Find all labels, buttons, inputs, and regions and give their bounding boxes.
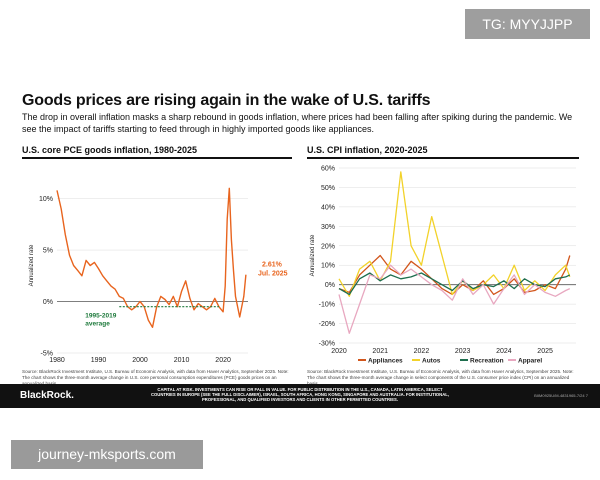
average-label-line2: average (85, 321, 110, 328)
right-y-tick-label: 40% (321, 204, 335, 211)
left-x-tick-label: 1990 (91, 357, 107, 364)
right-y-tick-label: 30% (321, 224, 335, 231)
recreation-line (338, 272, 571, 296)
right-y-tick-label: -10% (319, 302, 335, 309)
watermark-bottom: journey-mksports.com (11, 440, 203, 469)
left-series (56, 187, 247, 329)
apparel-line (338, 264, 571, 334)
left-x-tick-label: 1980 (49, 357, 65, 364)
right-series (338, 171, 571, 334)
left-y-tick-label: 5% (43, 248, 53, 255)
footer-disclaimer: CAPITAL AT RISK. INVESTMENTS CAN RISE OR… (151, 387, 449, 403)
left-title-rule (22, 157, 292, 159)
footer-code: BIIM0925U/M-4831965-7/24 7 (534, 393, 588, 398)
right-x-tick-label: 2021 (372, 348, 388, 355)
legend-label-autos: Autos (422, 358, 441, 365)
legend-label-recreation: Recreation (470, 358, 504, 365)
right-chart-title: U.S. CPI inflation, 2020-2025 (307, 145, 428, 155)
latest-date-label: Jul. 2025 (258, 271, 288, 278)
right-title-rule (307, 157, 579, 159)
right-axis: -30% -20% -10% 0% 10% 20% 30% 40% 50% 60% 2020 2021… (310, 166, 553, 356)
average-label-line1: 1995-2019 (85, 313, 116, 320)
autos-line (338, 171, 571, 297)
left-x-tick-label: 2020 (215, 357, 231, 364)
right-y-tick-label: 0% (325, 282, 335, 289)
left-axis: -5% 0% 5% 10% 1980 1990 2000 2010 2020 Annualized… (29, 196, 231, 364)
right-y-axis-label: Annualized rate (310, 234, 316, 276)
left-x-tick-label: 2010 (174, 357, 190, 364)
right-y-tick-label: -30% (319, 341, 335, 348)
watermark-top: TG: MYYJJPP (465, 9, 590, 39)
left-y-tick-label: 10% (39, 196, 53, 203)
page-headline: Goods prices are rising again in the wak… (22, 92, 431, 109)
left-x-tick-label: 2000 (132, 357, 148, 364)
right-y-tick-label: 50% (321, 185, 335, 192)
left-y-tick-label: -5% (41, 351, 53, 358)
latest-value-label: 2.61% (262, 262, 283, 269)
pce-goods-line (56, 187, 247, 329)
page-number: 7 (585, 393, 588, 398)
footer-ref-code: BIIM0925U/M-4831965-7/24 (534, 393, 585, 398)
right-x-tick-label: 2024 (496, 348, 512, 355)
right-y-tick-label: 60% (321, 166, 335, 173)
right-grid (339, 167, 576, 344)
right-legend: Appliances Autos Recreation Apparel (358, 358, 542, 365)
right-y-tick-label: 10% (321, 263, 335, 270)
right-x-tick-label: 2020 (331, 348, 347, 355)
left-source-note: Source: BlackRock Investment Institute, … (22, 369, 289, 386)
blackrock-logo: BlackRock. (20, 390, 74, 401)
pce-goods-chart: -5% 0% 5% 10% 1980 1990 2000 2010 2020 Annualized… (29, 187, 288, 364)
left-chart-title: U.S. core PCE goods inflation, 1980-2025 (22, 145, 198, 155)
legend-label-apparel: Apparel (518, 358, 542, 365)
legend-label-appliances: Appliances (368, 358, 403, 365)
right-y-tick-label: -20% (319, 321, 335, 328)
footer-bar: BlackRock. CAPITAL AT RISK. INVESTMENTS … (0, 384, 600, 408)
left-y-tick-label: 0% (43, 299, 53, 306)
right-x-tick-label: 2023 (455, 348, 471, 355)
page-subtitle: The drop in overall inflation masks a sh… (22, 112, 573, 134)
right-y-tick-label: 20% (321, 243, 335, 250)
right-source-note: Source: BlackRock Investment Institute, … (307, 369, 574, 386)
cpi-components-chart: -30% -20% -10% 0% 10% 20% 30% 40% 50% 60% 2020 2021… (310, 166, 576, 365)
left-y-axis-label: Annualized rate (29, 244, 35, 286)
right-x-tick-label: 2022 (414, 348, 430, 355)
right-x-tick-label: 2025 (537, 348, 553, 355)
